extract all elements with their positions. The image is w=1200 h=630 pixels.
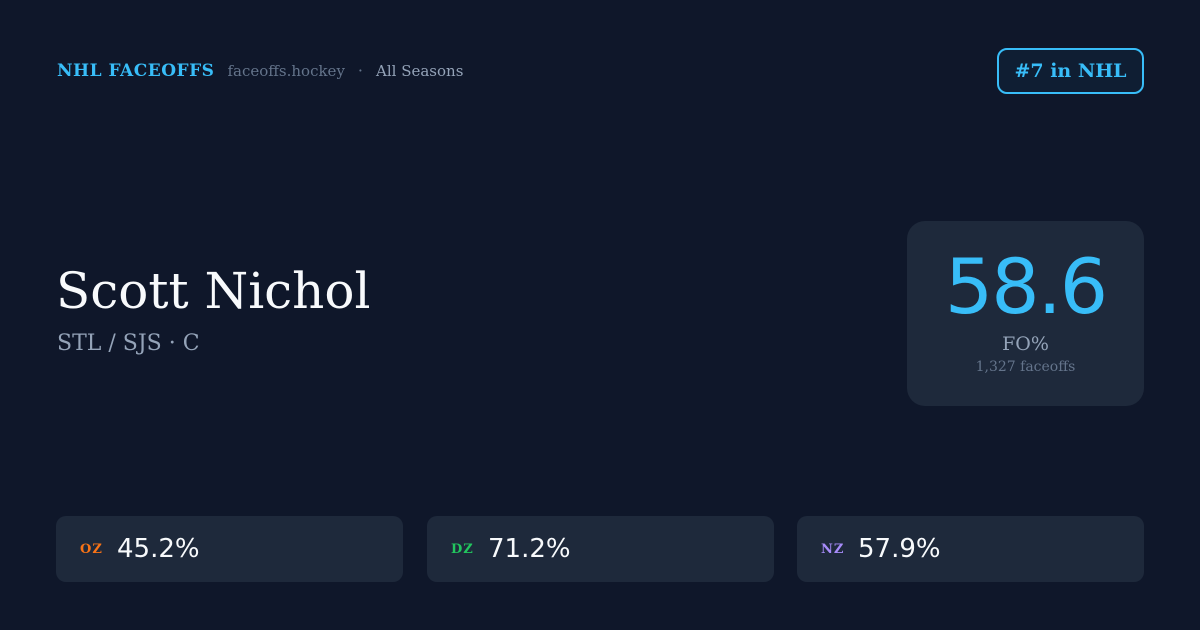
season-label: All Seasons [376,62,464,80]
faceoff-pct-card: 58.6 FO% 1,327 faceoffs [907,221,1144,406]
player-teams: STL / SJS · C [57,331,200,356]
zone-card-dz: DZ 71.2% [427,516,774,582]
zone-value: 45.2% [117,534,200,564]
faceoff-count: 1,327 faceoffs [975,359,1076,375]
faceoff-pct-value: 58.6 [944,242,1108,331]
header: NHL FACEOFFS faceoffs.hockey · All Seaso… [57,61,463,81]
player-name: Scott Nichol [56,262,371,320]
zone-card-nz: NZ 57.9% [797,516,1144,582]
faceoff-pct-label: FO% [1002,333,1049,355]
rank-badge: #7 in NHL [997,48,1144,94]
zone-card-oz: OZ 45.2% [56,516,403,582]
zone-value: 57.9% [858,534,941,564]
site-name: faceoffs.hockey [227,62,345,80]
zone-label: DZ [451,541,474,557]
separator: · [357,61,364,80]
brand-logo[interactable]: NHL FACEOFFS [57,61,215,81]
zone-value: 71.2% [488,534,571,564]
zone-label: NZ [821,541,845,557]
zone-label: OZ [80,541,103,557]
